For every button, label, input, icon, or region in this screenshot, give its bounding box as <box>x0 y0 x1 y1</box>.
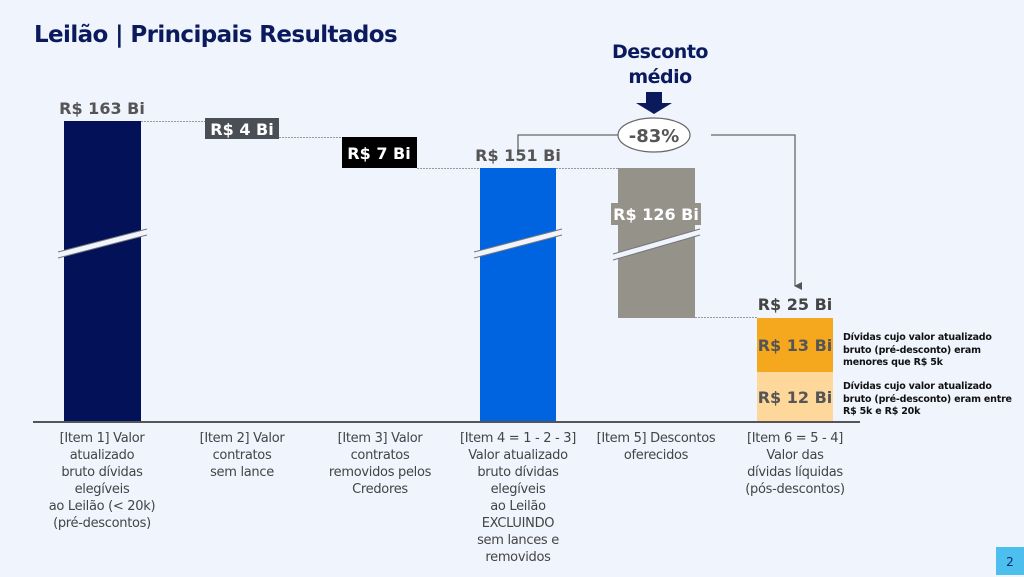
category-label-line: bruto dívidas <box>477 465 559 480</box>
note-b-line-1: Dívidas cujo valor atualizado <box>843 381 992 392</box>
note-b-line-2: bruto (pré-desconto) eram entre <box>843 393 1012 405</box>
category-label-line: contratos <box>212 448 272 463</box>
category-label-line: atualizado <box>69 448 135 463</box>
category-label-line: (pós-descontos) <box>745 482 845 497</box>
category-label-line: [Item 2] Valor <box>199 431 285 446</box>
down-arrow-icon <box>636 92 672 114</box>
note-a-line-3: menores que R$ 5k <box>843 357 943 368</box>
note-segment-b: Dívidas cujo valor atualizado bruto (pré… <box>843 381 1013 419</box>
label-item-6: R$ 25 Bi <box>758 295 833 314</box>
note-segment-a: Dívidas cujo valor atualizado bruto (pré… <box>843 332 1013 370</box>
category-label-line: EXCLUINDO <box>481 516 555 531</box>
label-item-3: R$ 7 Bi <box>347 144 410 163</box>
category-label-item-6: [Item 6 = 5 - 4] Valor das dívidas líquida… <box>720 430 870 498</box>
label-item-6-segment-b: R$ 12 Bi <box>758 388 833 407</box>
note-b-line-3: R$ 5k e R$ 20k <box>843 406 921 417</box>
axis-break-5 <box>612 228 701 261</box>
page-number: 2 <box>996 547 1024 575</box>
bar-item-6-segment-a <box>757 318 833 373</box>
category-label-line: [Item 5] Descontos <box>596 431 716 446</box>
category-label-item-1: [Item 1] Valor atualizado bruto dívidas ele… <box>27 430 177 532</box>
category-label-line: removidos <box>485 550 551 565</box>
label-item-1: R$ 163 Bi <box>59 99 145 118</box>
category-label-line: elegíveis <box>490 482 546 497</box>
discount-callout-line-1: Desconto <box>612 41 708 63</box>
category-label-line: removidos pelos <box>328 465 432 480</box>
bar-item-6-segment-b <box>757 372 833 422</box>
category-label-line: Credores <box>352 482 408 497</box>
label-item-4: R$ 151 Bi <box>475 146 561 165</box>
category-label-line: (pré-descontos) <box>53 516 151 531</box>
label-item-2: R$ 4 Bi <box>210 120 273 139</box>
discount-callout-title: Desconto médio <box>600 40 720 90</box>
category-label-line: Valor atualizado <box>468 448 568 463</box>
category-label-line: bruto dívidas <box>61 465 143 480</box>
category-label-line: [Item 4 = 1 - 2 - 3] <box>459 431 577 446</box>
category-label-line: dívidas líquidas <box>747 465 843 480</box>
category-label-item-2: [Item 2] Valor contratos sem lance <box>167 430 317 481</box>
label-bg-item-2 <box>205 118 279 139</box>
category-label-item-4: [Item 4 = 1 - 2 - 3] Valor atualizado brut… <box>443 430 593 566</box>
category-label-line: sem lances e <box>477 533 559 548</box>
category-label-line: Valor das <box>766 448 824 463</box>
axis-break-1 <box>57 228 148 259</box>
category-label-line: [Item 3] Valor <box>337 431 423 446</box>
note-a-line-1: Dívidas cujo valor atualizado <box>843 332 992 343</box>
label-item-6-segment-a: R$ 13 Bi <box>758 336 833 355</box>
note-a-line-2: bruto (pré-desconto) eram <box>843 344 981 356</box>
category-label-line: oferecidos <box>623 448 689 463</box>
category-label-line: sem lance <box>210 465 274 480</box>
label-item-5: R$ 126 Bi <box>613 205 699 224</box>
category-label-line: [Item 6 = 5 - 4] <box>747 431 843 446</box>
category-label-line: elegíveis <box>74 482 130 497</box>
category-label-line: contratos <box>350 448 410 463</box>
discount-callout-line-2: médio <box>628 66 692 88</box>
category-label-item-3: [Item 3] Valor contratos removidos pelos Cr… <box>305 430 455 498</box>
category-label-item-5: [Item 5] Descontos oferecidos <box>581 430 731 464</box>
category-label-line: [Item 1] Valor <box>59 431 145 446</box>
discount-bracket <box>517 134 795 286</box>
bar-item-4 <box>480 168 556 422</box>
category-label-line: ao Leilão <box>490 499 546 514</box>
discount-badge <box>617 117 691 153</box>
label-bg-item-5 <box>611 203 701 225</box>
discount-value: -83% <box>629 126 680 147</box>
category-label-line: ao Leilão (< 20k) <box>48 499 156 514</box>
bar-item-1 <box>64 121 141 422</box>
page-title: Leilão | Principais Resultados <box>34 22 398 48</box>
axis-break-4 <box>473 228 563 259</box>
label-bg-item-3 <box>342 137 417 168</box>
